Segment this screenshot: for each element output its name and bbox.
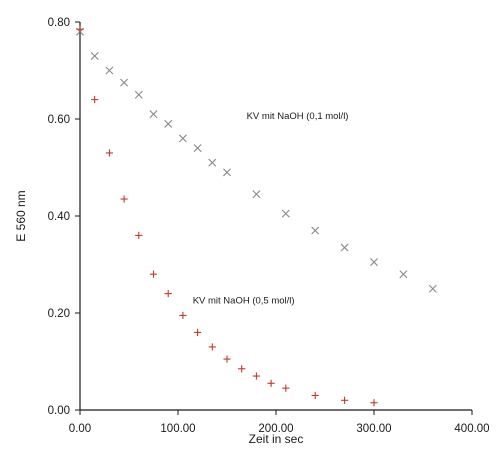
plus-marker-point — [164, 290, 172, 298]
x-marker-point — [281, 209, 290, 218]
x-marker-point — [193, 144, 202, 153]
x-marker-point — [90, 51, 99, 60]
x-marker-point — [311, 226, 320, 235]
y-tick-label: 0.40 — [48, 211, 70, 223]
plus-marker-point — [149, 270, 158, 278]
x-marker-point — [120, 78, 129, 87]
plus-marker-point — [179, 311, 187, 320]
plus-marker-point — [370, 399, 378, 407]
data-series — [76, 25, 437, 407]
plus-marker-point — [120, 195, 128, 203]
x-marker-point — [399, 270, 408, 279]
x-marker-point — [178, 134, 187, 143]
x-marker-point — [340, 243, 349, 252]
x-axis-title: Zeit in sec — [249, 432, 304, 446]
x-marker-point — [105, 66, 114, 75]
series-annotation: KV mit NaOH (0,5 mol/l) — [193, 295, 295, 306]
plus-marker-point — [223, 355, 231, 363]
annotations: KV mit NaOH (0,1 mol/l) KV mit NaOH (0,5 … — [193, 111, 349, 306]
x-tick-label: 100.00 — [160, 423, 195, 435]
plus-marker-point — [341, 396, 349, 404]
plus-marker-point — [135, 231, 143, 239]
plus-marker-point — [91, 96, 99, 104]
x-marker-point — [370, 258, 378, 267]
series-annotation: KV mit NaOH (0,1 mol/l) — [247, 111, 349, 122]
plus-marker-point — [267, 379, 275, 387]
plus-marker-point — [311, 391, 319, 400]
series-2 — [76, 25, 378, 407]
x-tick-label: 0.00 — [69, 423, 91, 435]
plus-marker-point — [252, 372, 260, 380]
plus-marker-point — [105, 149, 113, 157]
plus-marker-point — [194, 328, 202, 336]
plus-marker-point — [238, 365, 246, 373]
x-marker-point — [164, 119, 173, 128]
plus-marker-point — [208, 343, 216, 351]
y-tick-label: 0.80 — [48, 17, 70, 29]
y-tick-label: 0.60 — [48, 114, 70, 126]
x-axis-ticks: 0.00 100.00 200.00 300.00 400.00 — [69, 410, 490, 435]
x-marker-point — [428, 284, 437, 293]
x-marker-point — [149, 110, 158, 119]
x-marker-point — [134, 90, 143, 99]
plus-marker-point — [76, 25, 84, 33]
x-tick-label: 200.00 — [258, 423, 293, 435]
x-tick-label: 300.00 — [356, 423, 391, 435]
series-1 — [76, 27, 437, 293]
y-axis-title: E 560 nm — [14, 190, 28, 241]
x-marker-point — [223, 168, 231, 177]
x-marker-point — [252, 190, 261, 199]
y-tick-label: 0.00 — [48, 405, 70, 417]
x-marker-point — [208, 158, 217, 167]
y-tick-label: 0.20 — [48, 308, 70, 320]
y-axis-ticks: 0.00 0.20 0.40 0.60 0.80 — [48, 17, 80, 417]
x-tick-label: 400.00 — [454, 423, 489, 435]
plus-marker-point — [282, 384, 290, 392]
